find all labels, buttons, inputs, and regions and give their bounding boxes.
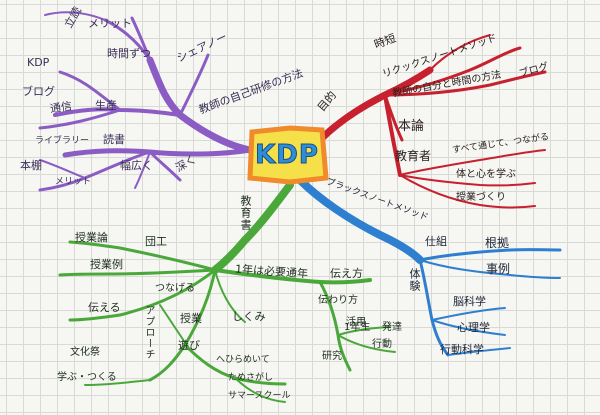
green-sub5-item2: 学ぶ・つくる <box>57 372 117 383</box>
green-sub3-misc1: 発達 <box>382 322 402 333</box>
green-sub6-item1: へひらめいて <box>216 355 270 365</box>
blue-sub2-label: 体験 <box>408 268 421 292</box>
green-sub3-item3: 1年生 <box>344 322 371 333</box>
green-sub4-tail: しくみ <box>232 310 266 323</box>
blue-sub3-item2: 行動科学 <box>440 343 484 356</box>
green-sub2-label: 授業例 <box>90 258 123 271</box>
green-sub6-item3: サマースクール <box>228 391 291 401</box>
purple-sub2-item1: KDP <box>27 56 50 69</box>
purple-sub2-item2: ブログ <box>22 85 55 98</box>
blue-sub1-label: 仕組 <box>425 235 447 248</box>
blue-branch <box>296 176 562 357</box>
green-main-label: 教育書 <box>239 195 252 231</box>
red-sub4-label: 教育者 <box>395 149 432 163</box>
green-sub3-item1: 伝わり方 <box>318 295 358 306</box>
red-sub4-item2: 体と心を学ぶ <box>456 169 516 180</box>
purple-sub1-item2: メリット <box>88 17 132 30</box>
purple-sub3-item3: メリット <box>55 177 92 187</box>
purple-sub1-item1: 時間ずつ <box>107 47 151 60</box>
green-sub4-item1: 伝える <box>88 301 121 314</box>
green-branch <box>58 181 396 403</box>
purple-sub2-label: 生産 <box>95 99 117 112</box>
red-sub3-label: 本論 <box>398 119 425 134</box>
purple-sub3-item2: 本棚 <box>20 159 42 172</box>
green-sub3-misc2: 行動 <box>372 339 392 350</box>
blue-sub1-item2: 事例 <box>486 262 511 276</box>
purple-sub3-label: 読書 <box>103 133 125 146</box>
green-sub3-tail: 伝え方 <box>330 267 363 280</box>
purple-branch <box>38 11 254 192</box>
center-badge-shape <box>247 125 329 185</box>
red-branch <box>316 34 547 209</box>
green-sub1-label: 授業論 <box>75 231 108 244</box>
blue-sub3-item1: 心理学 <box>457 321 490 334</box>
purple-sub4-label: 幅広く <box>120 159 153 172</box>
green-sub6-label: 遊び <box>178 339 200 352</box>
green-sub5-item1: 文化祭 <box>70 347 100 358</box>
green-sub3-item4: 研究 <box>322 351 342 362</box>
purple-sub2-item3: 通信 <box>49 99 73 116</box>
green-sub4-label: つなげる <box>155 283 195 294</box>
blue-sub1-item1: 根拠 <box>485 236 510 250</box>
green-sub1-tail: 団工 <box>145 235 167 248</box>
green-sub6-item2: ためさがし <box>228 373 274 383</box>
purple-sub3-item1: ライブラリー <box>35 136 90 146</box>
blue-sub3-label: 脳科学 <box>453 295 486 308</box>
center-title: KDP <box>255 140 319 171</box>
green-sub3-item2: 活用 <box>346 317 366 328</box>
green-sub4-item2: 授業 <box>180 312 202 325</box>
red-sub4-item3: 授業づくり <box>456 192 506 203</box>
green-sub5-label: アプローチ <box>143 305 154 360</box>
